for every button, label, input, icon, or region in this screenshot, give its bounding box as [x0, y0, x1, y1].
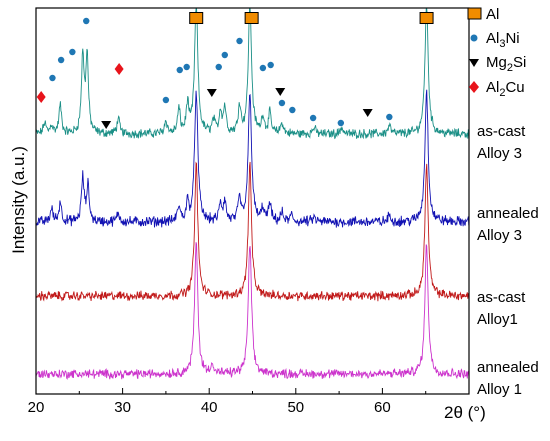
al-peak-marker [419, 12, 434, 24]
al3ni-peak-marker [83, 17, 90, 25]
al3ni-peak-marker [221, 51, 228, 59]
plot-frame [35, 7, 470, 395]
legend-mg2si-label: Mg2Si [486, 54, 526, 74]
mg2si-peak-marker [275, 88, 286, 96]
al3ni-peak-marker [259, 64, 267, 72]
mg2si-peak-marker [206, 89, 217, 97]
legend-al3ni-label: Al3Ni [486, 30, 520, 50]
series-labels: as-cast Alloy 3 annealed Alloy 3 as-cast… [477, 123, 539, 398]
al3ni-peak-marker [386, 113, 393, 121]
legend-al-label: Al [486, 6, 499, 23]
x-axis-ticks: 20 30 40 50 60 [28, 388, 427, 416]
series-label-line: Alloy 3 [477, 145, 522, 162]
al-peak-marker [189, 12, 204, 24]
x-tick-label: 20 [28, 399, 45, 416]
al3ni-peak-marker [69, 48, 76, 56]
legend-al-marker [467, 7, 482, 20]
mg2si-peak-marker [362, 109, 373, 117]
legend-al2cu-label: Al2Cu [486, 79, 525, 99]
mg2si-peak-marker [101, 121, 112, 129]
al3ni-peak-marker [183, 63, 190, 71]
series-label-line: annealed [477, 359, 539, 376]
al3ni-peak-marker [267, 61, 274, 69]
y-axis-title: Intensity (a.u.) [9, 146, 28, 254]
series-label-line: as-cast [477, 289, 526, 306]
x-tick-label: 40 [201, 399, 218, 416]
al3ni-peak-marker [176, 66, 183, 74]
x-tick-label: 60 [374, 399, 391, 416]
series-line [35, 89, 470, 228]
series-label-line: annealed [477, 205, 539, 222]
al3ni-peak-marker [236, 37, 243, 45]
al3ni-peak-marker [215, 63, 222, 71]
legend-al2cu-marker [469, 81, 479, 93]
al3ni-peak-marker [309, 114, 317, 122]
al3ni-peak-marker [162, 96, 170, 104]
legend-al3ni-marker [470, 34, 478, 42]
phase-markers [36, 12, 434, 129]
series-label-line: Alloy 1 [477, 381, 522, 398]
al2cu-peak-marker [114, 63, 124, 75]
al3ni-peak-marker [57, 56, 65, 64]
al3ni-peak-marker [337, 119, 345, 127]
x-tick-label: 50 [287, 399, 304, 416]
al3ni-peak-marker [278, 99, 286, 107]
al-peak-marker [244, 12, 259, 24]
series-line [35, 242, 470, 380]
series-label-line: Alloy1 [477, 311, 518, 328]
legend-mg2si-marker [469, 59, 479, 67]
series-label-line: as-cast [477, 123, 526, 140]
x-tick-label: 30 [114, 399, 131, 416]
series-line [35, 161, 470, 302]
al2cu-peak-marker [36, 91, 46, 103]
legend: Al Al3Ni Mg2Si Al2Cu [467, 6, 526, 99]
diffraction-curves [35, 8, 470, 380]
al3ni-peak-marker [289, 106, 296, 114]
x-axis-title: 2θ (°) [444, 403, 486, 422]
series-label-line: Alloy 3 [477, 227, 522, 244]
al3ni-peak-marker [49, 74, 56, 82]
series-line [35, 8, 470, 140]
